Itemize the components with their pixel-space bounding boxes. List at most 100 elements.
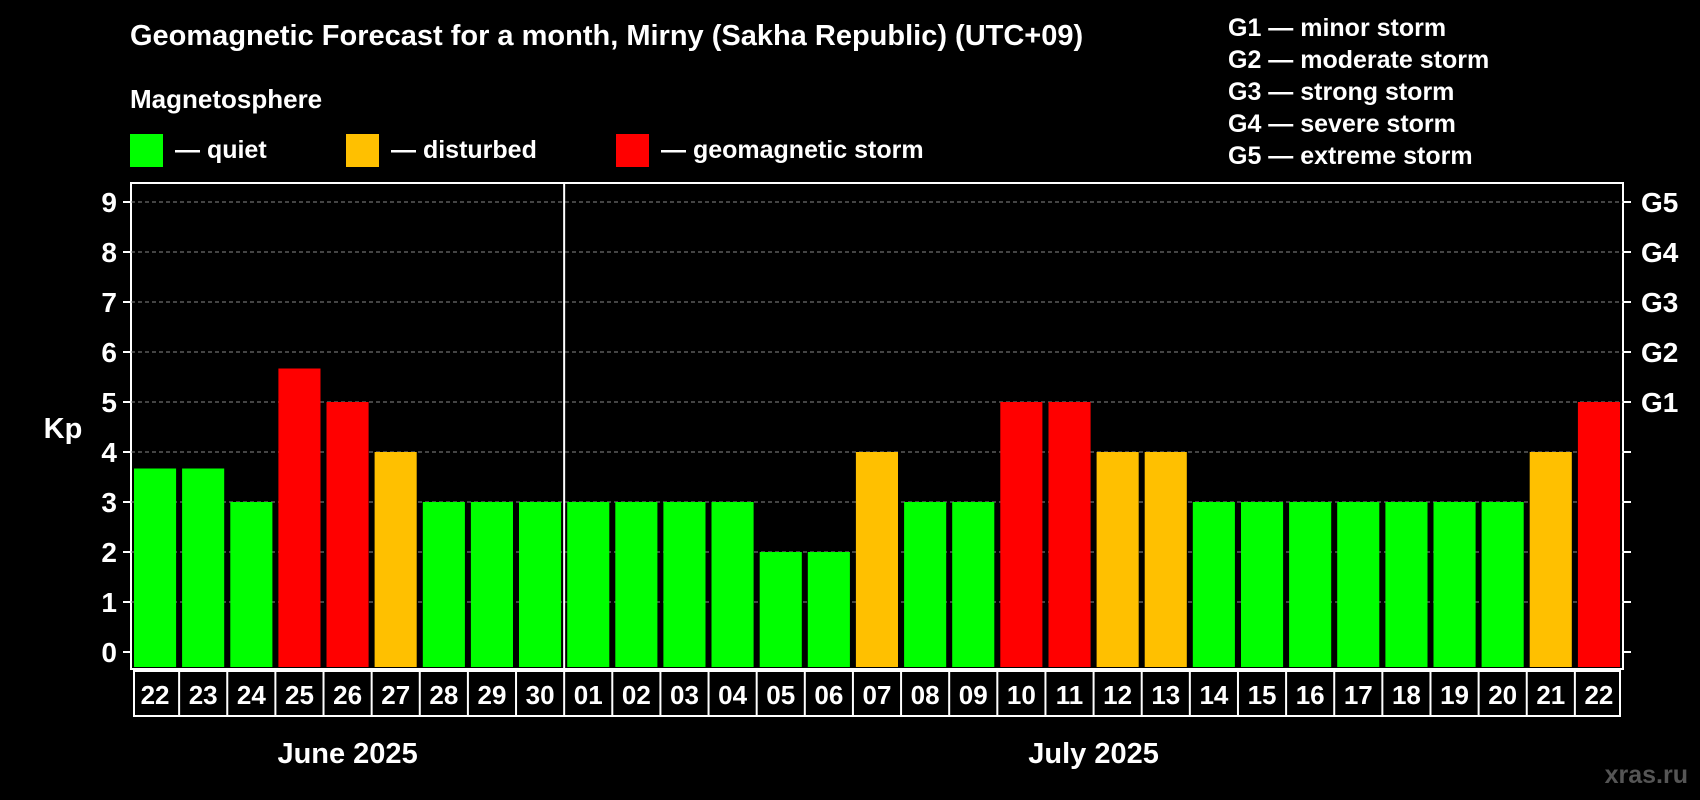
- bar-31-22: [1577, 402, 1620, 667]
- date-label-14: 05: [766, 680, 795, 710]
- storm-scale-g4: G4 — severe storm: [1228, 110, 1456, 138]
- bar-2-23: [182, 468, 225, 667]
- date-label-26: 17: [1344, 680, 1373, 710]
- plot-frame: [130, 182, 1624, 670]
- legend-swatch-storm: [616, 134, 649, 167]
- date-label-12: 03: [670, 680, 699, 710]
- storm-scale-g2: G2 — moderate storm: [1228, 46, 1490, 74]
- legend-swatch-disturbed: [346, 134, 379, 167]
- date-label-13: 04: [718, 680, 747, 710]
- bar-18-09: [952, 502, 995, 667]
- bar-14-05: [759, 552, 802, 667]
- bar-16-07: [855, 452, 898, 667]
- y-tick-label-8: 8: [101, 237, 117, 268]
- right-tick-label-g4: G4: [1641, 237, 1679, 268]
- date-label-1: 22: [141, 680, 170, 710]
- legend-item-storm: — geomagnetic storm: [616, 134, 924, 167]
- right-tick-label-g3: G3: [1641, 287, 1678, 318]
- legend-heading: Magnetosphere: [130, 84, 323, 114]
- y-tick-label-4: 4: [101, 437, 117, 468]
- date-label-29: 20: [1488, 680, 1517, 710]
- bar-29-20: [1481, 502, 1524, 667]
- bar-30-21: [1529, 452, 1572, 667]
- date-label-20: 11: [1056, 680, 1084, 710]
- month-label-2: July 2025: [1028, 738, 1159, 770]
- date-label-4: 25: [285, 680, 314, 710]
- legend-label-storm: — geomagnetic storm: [661, 136, 924, 164]
- y-tick-label-0: 0: [101, 637, 117, 668]
- bar-5-26: [326, 402, 369, 667]
- legend-item-quiet: — quiet: [130, 134, 267, 167]
- right-tick-label-g1: G1: [1641, 387, 1678, 418]
- y-tick-label-2: 2: [101, 537, 117, 568]
- bar-21-12: [1096, 452, 1139, 667]
- y-tick-label-5: 5: [101, 387, 117, 418]
- storm-scale-legend: G1 — minor storm G2 — moderate storm G3 …: [1228, 12, 1489, 172]
- date-label-9: 30: [526, 680, 555, 710]
- storm-scale-g3: G3 — strong storm: [1228, 78, 1455, 106]
- y-tick-label-6: 6: [101, 337, 117, 368]
- bar-8-29: [470, 502, 513, 667]
- date-row-frame: [133, 670, 1621, 717]
- bar-7-28: [422, 502, 465, 667]
- y-tick-label-3: 3: [101, 487, 117, 518]
- bar-24-15: [1241, 502, 1284, 667]
- right-tick-label-g5: G5: [1641, 187, 1678, 218]
- date-label-11: 02: [622, 680, 651, 710]
- y-tick-label-1: 1: [101, 587, 117, 618]
- y-axis-label: Kp: [44, 413, 83, 445]
- date-label-28: 19: [1440, 680, 1469, 710]
- date-label-31: 22: [1584, 680, 1613, 710]
- legend-label-disturbed: — disturbed: [391, 136, 537, 164]
- bar-12-03: [663, 502, 706, 667]
- date-label-2: 23: [189, 680, 218, 710]
- legend-label-quiet: — quiet: [175, 136, 267, 164]
- date-label-16: 07: [863, 680, 892, 710]
- date-label-30: 21: [1536, 680, 1565, 710]
- date-label-5: 26: [333, 680, 362, 710]
- date-label-27: 18: [1392, 680, 1421, 710]
- watermark: xras.ru: [1604, 761, 1688, 789]
- bar-13-04: [711, 502, 754, 667]
- month-label-1: June 2025: [277, 738, 417, 770]
- date-label-17: 08: [911, 680, 940, 710]
- bar-9-30: [519, 502, 562, 667]
- right-tick-label-g2: G2: [1641, 337, 1678, 368]
- date-label-25: 16: [1296, 680, 1325, 710]
- bar-17-08: [904, 502, 947, 667]
- date-label-18: 09: [959, 680, 988, 710]
- date-label-6: 27: [381, 680, 410, 710]
- chart-title: Geomagnetic Forecast for a month, Mirny …: [130, 20, 1084, 52]
- date-label-10: 01: [574, 680, 603, 710]
- storm-scale-g1: G1 — minor storm: [1228, 14, 1447, 42]
- date-label-15: 06: [814, 680, 843, 710]
- date-label-21: 12: [1103, 680, 1132, 710]
- bar-28-19: [1433, 502, 1476, 667]
- bar-6-27: [374, 452, 417, 667]
- date-label-3: 24: [237, 680, 266, 710]
- date-label-22: 13: [1151, 680, 1180, 710]
- bar-11-02: [615, 502, 658, 667]
- legend-item-disturbed: — disturbed: [346, 134, 537, 167]
- date-label-24: 15: [1248, 680, 1277, 710]
- bar-3-24: [230, 502, 273, 667]
- bar-4-25: [278, 368, 321, 667]
- bar-25-16: [1289, 502, 1332, 667]
- bar-22-13: [1144, 452, 1187, 667]
- bar-10-01: [567, 502, 610, 667]
- bar-15-06: [807, 552, 850, 667]
- bar-1-22: [134, 468, 177, 667]
- date-label-8: 29: [478, 680, 507, 710]
- date-label-23: 14: [1199, 680, 1228, 710]
- storm-scale-g5: G5 — extreme storm: [1228, 142, 1473, 170]
- date-label-19: 10: [1007, 680, 1036, 710]
- date-label-7: 28: [429, 680, 458, 710]
- bar-23-14: [1192, 502, 1235, 667]
- bar-27-18: [1385, 502, 1428, 667]
- y-tick-label-9: 9: [101, 187, 117, 218]
- y-tick-label-7: 7: [101, 287, 117, 318]
- bar-26-17: [1337, 502, 1380, 667]
- bar-19-10: [1000, 402, 1043, 667]
- legend-swatch-quiet: [130, 134, 163, 167]
